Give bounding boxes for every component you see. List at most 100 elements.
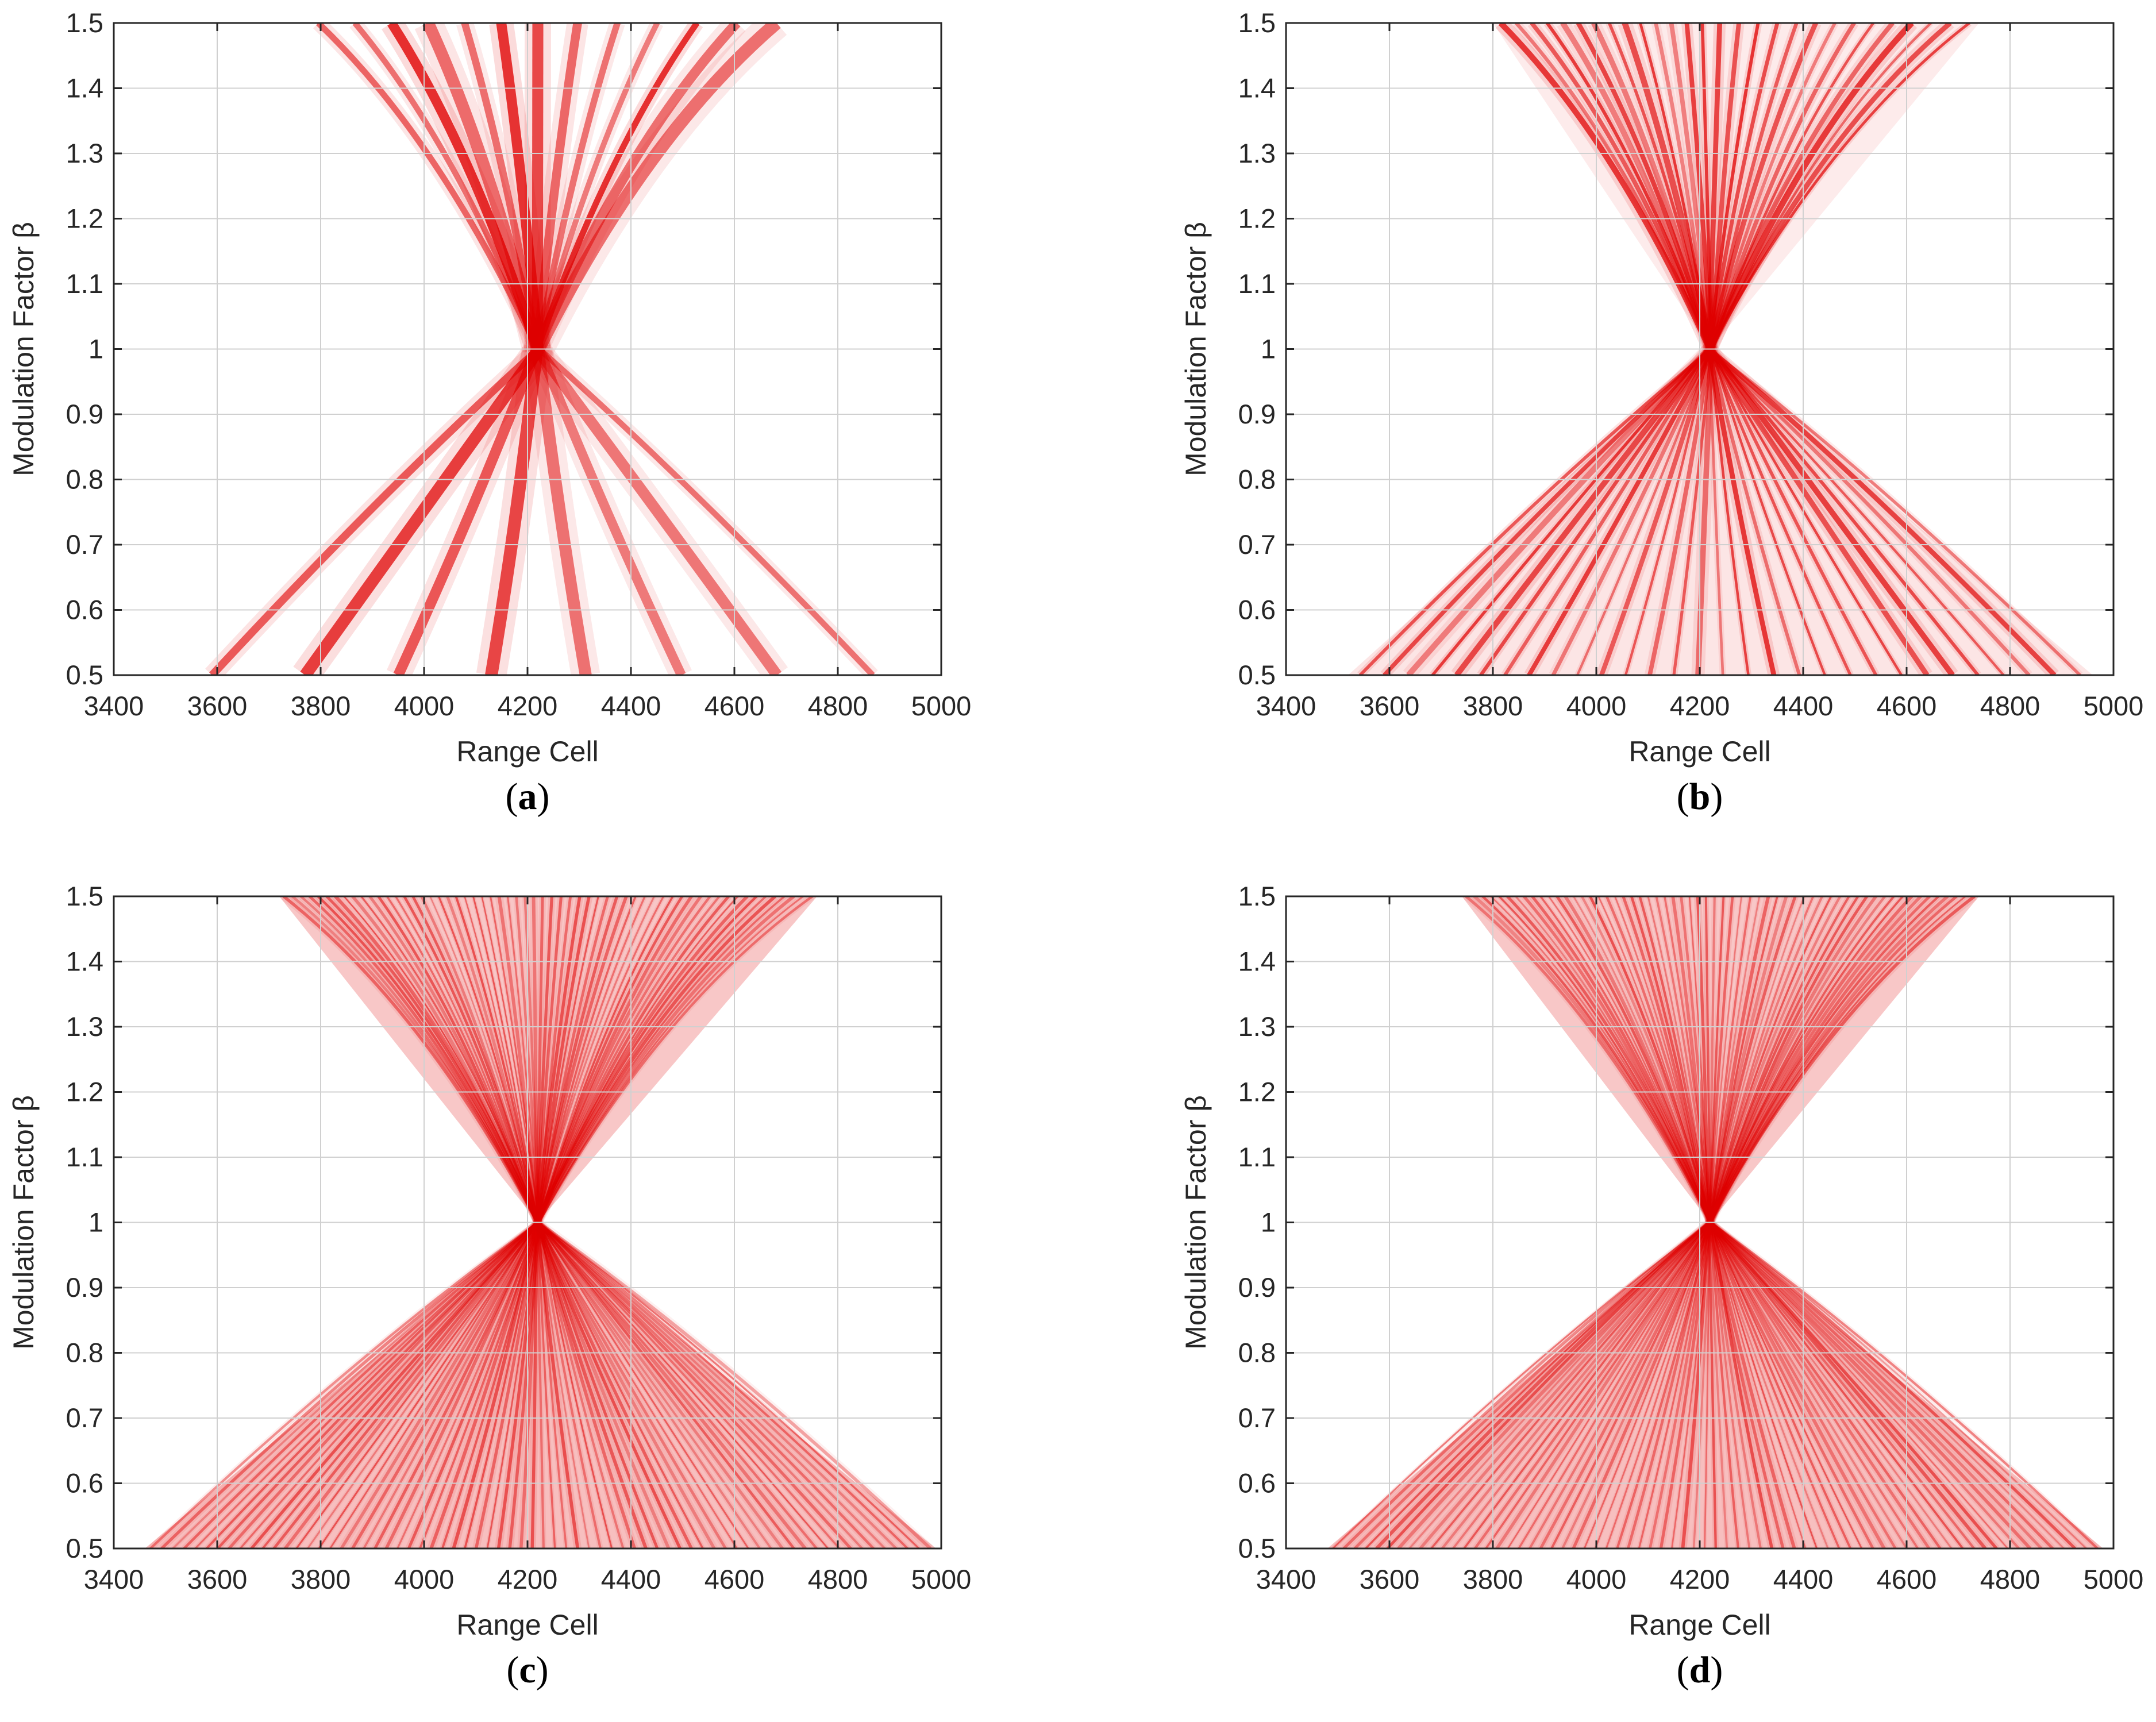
upper-ribbon: [1707, 23, 1914, 350]
upper-ribbon-halo: [299, 896, 540, 1224]
y-tick-label: 0.5: [1238, 660, 1276, 690]
x-tick-label: 4200: [498, 691, 558, 721]
upper-ribbon: [334, 896, 540, 1223]
upper-ribbon: [1671, 896, 1711, 1223]
upper-ribbon-halo: [410, 896, 542, 1224]
lower-ribbon: [537, 1222, 920, 1548]
lower-ribbon: [452, 1222, 539, 1548]
x-tick-label: 4600: [704, 691, 765, 721]
x-tick-label: 4400: [601, 691, 661, 721]
upper-ribbon-halo: [1708, 896, 1753, 1223]
upper-ribbon-halo: [1504, 896, 1715, 1224]
upper-ribbon-halo: [529, 896, 541, 1223]
lower-ribbon-halo: [1549, 347, 1716, 675]
y-tick-label: 0.8: [1238, 464, 1276, 495]
upper-ribbon-halo: [535, 896, 695, 1224]
upper-ribbon-halo: [342, 896, 540, 1223]
upper-envelope: [1462, 896, 1979, 1223]
lower-ribbon-halo: [338, 1220, 541, 1548]
upper-ribbon-halo: [1707, 23, 1972, 351]
lower-ribbon: [536, 1222, 545, 1548]
x-tick-label: 4400: [1773, 1564, 1834, 1594]
upper-ribbon: [1707, 23, 1760, 349]
upper-ribbon: [438, 896, 540, 1223]
y-tick-label: 1: [88, 334, 103, 364]
upper-ribbon: [1708, 896, 1725, 1223]
y-tick-label: 1.1: [66, 1142, 103, 1172]
lower-ribbon: [172, 1222, 539, 1548]
lower-ribbon-halo: [1524, 346, 1716, 675]
panel-caption-letter: d: [1689, 1649, 1711, 1691]
upper-ribbon: [532, 896, 538, 1223]
upper-ribbon-halo: [1603, 896, 1714, 1223]
upper-ribbon-halo: [1527, 23, 1715, 351]
lower-ribbon-halo: [1670, 348, 1715, 675]
lower-envelope: [1327, 1222, 2103, 1548]
x-tick-label: 3400: [1256, 1564, 1316, 1594]
lower-ribbon-halo: [1706, 346, 2083, 675]
lower-ribbon-halo: [1708, 1222, 1776, 1548]
upper-ribbon: [422, 23, 543, 351]
upper-ribbon: [1704, 896, 1712, 1223]
upper-ribbon-halo: [349, 896, 541, 1224]
lower-ribbon: [537, 1222, 625, 1548]
upper-ribbon-halo: [536, 896, 814, 1224]
lower-ribbon-halo: [1708, 1219, 2078, 1548]
upper-ribbon-halo: [1596, 896, 1711, 1223]
y-tick-label: 1.5: [66, 881, 103, 911]
lower-ribbon: [1707, 347, 1930, 675]
x-tick-label: 4000: [394, 1564, 455, 1594]
lower-ribbon: [295, 1222, 540, 1548]
lower-ribbon-halo: [534, 1221, 638, 1548]
lower-ribbon: [537, 1221, 908, 1548]
lower-ribbon-halo: [523, 347, 600, 675]
upper-ribbon-halo: [1662, 896, 1714, 1223]
x-axis-label: Range Cell: [456, 1609, 598, 1641]
upper-ribbon-halo: [1669, 896, 1714, 1223]
upper-ribbon: [386, 896, 538, 1223]
lower-ribbon: [537, 1221, 932, 1548]
lower-ribbon-halo: [1703, 348, 1780, 675]
lower-ribbon: [1561, 1222, 1712, 1548]
upper-ribbon-halo: [394, 896, 539, 1223]
lower-ribbon: [1709, 1222, 1762, 1548]
lower-ribbon-halo: [1484, 1221, 1714, 1548]
x-axis-label: Range Cell: [456, 735, 598, 768]
lower-ribbon: [1710, 1221, 2054, 1548]
upper-ribbon-halo: [315, 896, 540, 1224]
upper-ribbon-halo: [1651, 23, 1714, 350]
y-tick-label: 0.8: [66, 464, 103, 495]
upper-ribbon-halo: [1708, 896, 1870, 1224]
lower-ribbon-halo: [534, 1220, 786, 1548]
lower-ribbon: [1454, 347, 1711, 675]
y-tick-label: 1.3: [1238, 1011, 1276, 1042]
lower-ribbon-halo: [1574, 348, 1714, 675]
lower-ribbon: [300, 345, 544, 675]
upper-ribbon: [537, 896, 786, 1223]
upper-ribbon: [1710, 896, 1869, 1223]
upper-ribbon-halo: [536, 896, 786, 1224]
upper-ribbon-halo: [1705, 23, 1954, 352]
upper-ribbon: [535, 896, 776, 1223]
upper-ribbon: [1573, 896, 1711, 1223]
lower-ribbon: [1638, 1222, 1711, 1548]
x-axis-label: Range Cell: [1628, 1609, 1770, 1641]
y-tick-label: 0.6: [66, 1468, 103, 1498]
x-tick-label: 3800: [1463, 1564, 1523, 1594]
lower-ribbon-halo: [534, 1221, 739, 1548]
upper-ribbon-halo: [524, 23, 787, 356]
upper-ribbon: [1548, 896, 1710, 1223]
upper-ribbon: [472, 896, 538, 1223]
lower-ribbon-halo: [417, 1222, 542, 1548]
lower-ribbon-halo: [387, 344, 549, 675]
lower-ribbon-halo: [534, 1220, 773, 1548]
lower-ribbon: [1624, 349, 1711, 675]
lower-ribbon-halo: [238, 1220, 541, 1548]
lower-ribbon: [1386, 1221, 1710, 1548]
lower-ribbon-halo: [1708, 1220, 2100, 1548]
lower-ribbon-halo: [1710, 1221, 2009, 1548]
upper-ribbon: [537, 896, 730, 1223]
upper-ribbon: [1708, 896, 1940, 1223]
lower-ribbon-halo: [536, 1220, 763, 1548]
